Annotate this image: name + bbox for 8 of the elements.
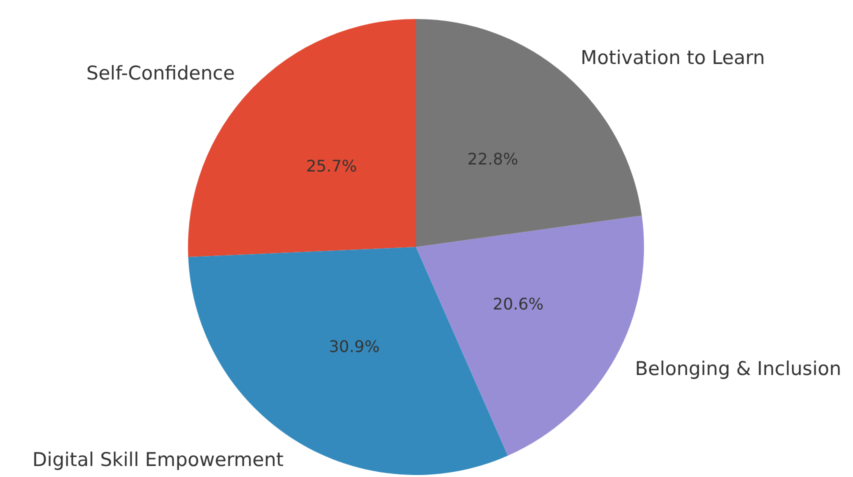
slice-label: Belonging & Inclusion (635, 358, 842, 380)
slice-label: Digital Skill Empowerment (32, 449, 284, 472)
data-label: 25.7% (306, 156, 357, 176)
data-label: 30.9% (328, 336, 380, 356)
slice-label: Self-Confidence (86, 62, 235, 85)
data-label: 22.8% (467, 149, 518, 168)
data-label: 20.6% (492, 294, 544, 314)
slice-label: Motivation to Learn (580, 46, 765, 69)
